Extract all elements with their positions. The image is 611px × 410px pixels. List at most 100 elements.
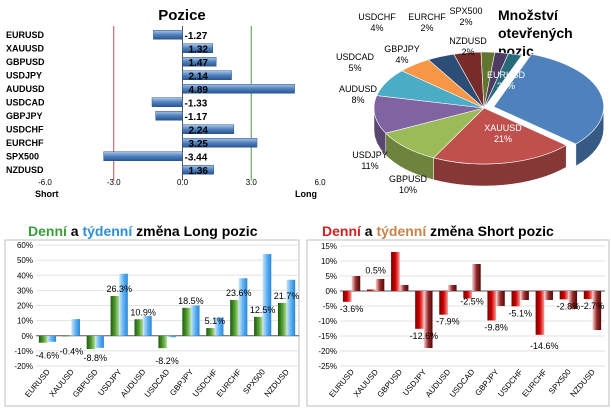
c4-bar-t-denn--eurusd	[351, 276, 361, 291]
c3-value-gbpusd: -8.8%	[84, 353, 108, 363]
position-xtick: -6.0	[38, 178, 52, 187]
c4-bar-denn--eurchf	[535, 291, 545, 335]
c4-value-usdchf: -5.1%	[508, 308, 532, 318]
c3-bar-t-denn--eurchf	[238, 278, 248, 336]
c3-bar-denn--gbpusd	[86, 335, 96, 350]
c3-bar-t-denn--gbpusd	[95, 335, 104, 348]
position-bar-usdcad	[151, 97, 183, 107]
pie-value-xauusd: 21%	[494, 134, 512, 144]
pie-slice-nzdusd	[483, 53, 523, 109]
position-bar-xauusd	[182, 43, 213, 53]
pie-label-eurusd: EURUSD	[487, 70, 526, 80]
c3-ytick: 10%	[17, 317, 33, 326]
pie-slice-xauusd	[433, 107, 567, 165]
position-category-usdcad: USDCAD	[6, 97, 45, 107]
c4-category-nzdusd: NZDUSD	[569, 367, 597, 398]
pie-label-nzdusd: NZDUSD	[449, 36, 487, 46]
positions-title: Pozice	[158, 7, 206, 24]
pie-slice-eurusd	[493, 53, 604, 145]
pie-label-xauusd: XAUUSD	[484, 123, 522, 133]
c4-ytick: 15%	[321, 242, 337, 251]
c4-bar-t-denn--nzdusd	[592, 291, 602, 330]
c3-category-nzdusd: NZDUSD	[263, 367, 291, 398]
c4-bar-denn--usdcad	[463, 291, 473, 299]
position-value-usdjpy: 2.14	[189, 71, 209, 82]
pie-value-eurchf: 2%	[420, 23, 433, 33]
position-value-eurchf: 3.25	[189, 139, 209, 150]
c3-bar-t-denn--usdcad	[167, 335, 176, 338]
c4-bar-t-denn--gbpjpy	[496, 291, 505, 306]
c3-bar-t-denn--audusd	[143, 316, 152, 336]
c4-ytick: -10%	[318, 317, 337, 326]
c4-bar-t-denn--eurchf	[544, 291, 553, 300]
c3-bar-t-denn--gbpjpy	[190, 305, 200, 336]
position-value-usdchf: 2.24	[189, 125, 209, 136]
c3-category-gbpusd: GBPUSD	[71, 367, 100, 399]
c4-bar-denn--usdchf	[511, 291, 521, 307]
position-category-nzdusd: NZDUSD	[6, 165, 44, 175]
c3-value-spx500: 12.5%	[250, 305, 276, 315]
c3-bar-t-denn--nzdusd	[286, 279, 296, 336]
c4-bar-t-denn--spx500	[568, 291, 578, 309]
c3-bar-denn--eurchf	[230, 300, 239, 336]
c3-value-audusd: 10.9%	[130, 307, 156, 317]
pie-label-audusd: AUDUSD	[339, 84, 378, 94]
c4-value-eurchf: -14.6%	[530, 341, 559, 351]
pie-value-spx500: 2%	[459, 17, 472, 27]
pie-value-gbpusd: 10%	[399, 185, 417, 195]
c4-bar-denn--spx500	[559, 291, 569, 300]
pie-label-usdjpy: USDJPY	[352, 150, 388, 160]
c4-value-audusd: -7.9%	[436, 317, 460, 327]
c3-bar-denn--xauusd	[62, 335, 72, 337]
pie-value-audusd: 8%	[351, 95, 364, 105]
position-category-audusd: AUDUSD	[6, 84, 45, 94]
position-bar-eurusd	[153, 30, 183, 40]
position-bar-spx500	[103, 151, 183, 161]
pie-title-line: otevřených	[498, 25, 573, 41]
c3-bar-denn--usdchf	[206, 328, 215, 336]
pie-value-usdchf: 4%	[370, 23, 383, 33]
position-bar-nzdusd	[182, 165, 214, 175]
c4-value-usdcad: -2.5%	[460, 297, 484, 307]
c4-value-eurusd: -3.6%	[340, 304, 364, 314]
position-value-xauusd: 1.32	[189, 44, 209, 55]
pie-label-gbpusd: GBPUSD	[389, 174, 428, 184]
c3-ytick: 20%	[17, 302, 33, 311]
pie-title-line: Množství	[498, 7, 559, 23]
c4-ytick: -15%	[318, 332, 337, 341]
position-category-spx500: SPX500	[6, 151, 39, 161]
c3-title: Denní a týdenní změna Long pozic	[28, 223, 258, 239]
c3-ytick: -10%	[14, 347, 33, 356]
position-bar-usdchf	[182, 124, 235, 134]
position-category-gbpusd: GBPUSD	[6, 57, 45, 67]
position-xtick: -3.0	[107, 178, 121, 187]
position-value-usdcad: -1.33	[185, 98, 208, 109]
long-axis-label: Long	[295, 189, 317, 199]
c4-bar-t-denn--gbpusd	[399, 285, 409, 291]
c3-value-eurusd: -4.6%	[36, 351, 60, 361]
c4-bar-denn--eurusd	[342, 291, 352, 302]
c4-ytick: 10%	[321, 257, 337, 266]
c3-bar-denn--usdcad	[158, 335, 168, 349]
long-chart-frame	[4, 239, 300, 407]
c4-bar-t-denn--usdjpy	[423, 291, 433, 348]
c4-ytick: -20%	[318, 347, 337, 356]
pie-label-eurchf: EURCHF	[408, 12, 446, 22]
c4-category-usdcad: USDCAD	[448, 367, 477, 399]
c4-value-usdjpy: -12.6%	[410, 331, 439, 341]
c3-ytick: 0%	[21, 332, 33, 341]
c4-category-gbpusd: GBPUSD	[376, 367, 405, 399]
position-bar-usdjpy	[182, 70, 232, 80]
c4-value-nzdusd: -2.7%	[581, 301, 605, 311]
short-axis-label: Short	[35, 189, 59, 199]
c3-value-usdjpy: 26.3%	[106, 284, 132, 294]
position-category-usdchf: USDCHF	[6, 124, 44, 134]
pie-value-usdjpy: 11%	[361, 161, 378, 171]
c4-bar-t-denn--usdcad	[472, 264, 481, 291]
position-value-gbpjpy: -1.17	[185, 112, 208, 123]
positions-chart: Pozice EURUSD -1.27 XAUUSD 1.32 GBPUSD 1.47 US…	[6, 7, 326, 199]
position-category-usdjpy: USDJPY	[6, 70, 42, 80]
position-category-eurchf: EURCHF	[6, 138, 44, 148]
c3-value-xauusd: -0.4%	[60, 346, 84, 356]
